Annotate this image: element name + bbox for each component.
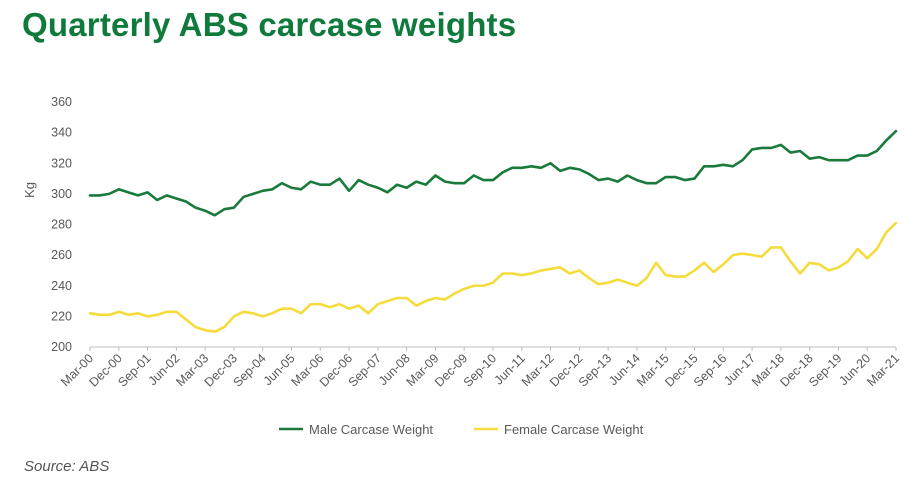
- x-tick-label: Sep-07: [346, 351, 384, 389]
- series-line: [88, 221, 898, 333]
- series-female: [88, 221, 898, 333]
- source-note: Source: ABS: [24, 458, 110, 475]
- y-tick-label: 320: [51, 156, 72, 170]
- y-tick-label: 340: [51, 126, 72, 140]
- y-tick-label: 260: [51, 248, 72, 262]
- x-tick-label: Mar-21: [864, 351, 902, 389]
- y-tick-label: 280: [51, 218, 72, 232]
- series-group: [88, 129, 898, 333]
- x-tick-label: Sep-19: [806, 351, 844, 389]
- y-axis: 200 220 240 260 280 300 320 340 360: [51, 95, 72, 354]
- x-tick-label: Sep-16: [691, 351, 729, 389]
- legend: Male Carcase Weight Female Carcase Weight: [279, 422, 644, 437]
- x-tick-label: Sep-13: [576, 351, 614, 389]
- y-tick-label: 360: [51, 95, 72, 109]
- y-tick-label: 200: [51, 340, 72, 354]
- x-tick-label: Sep-10: [461, 351, 499, 389]
- x-axis: Mar-00Dec-00Sep-01Jun-02Mar-03Dec-03Sep-…: [58, 346, 902, 390]
- series-male: [88, 129, 898, 217]
- chart-title: Quarterly ABS carcase weights: [22, 6, 517, 43]
- x-tick-label: Sep-01: [115, 351, 153, 389]
- y-tick-label: 240: [51, 279, 72, 293]
- legend-label: Male Carcase Weight: [309, 422, 433, 437]
- y-axis-label: Kg: [22, 182, 37, 198]
- legend-label: Female Carcase Weight: [504, 422, 644, 437]
- x-tick-label: Sep-04: [230, 351, 268, 389]
- y-tick-label: 220: [51, 309, 72, 323]
- series-line: [88, 129, 898, 217]
- y-tick-label: 300: [51, 187, 72, 201]
